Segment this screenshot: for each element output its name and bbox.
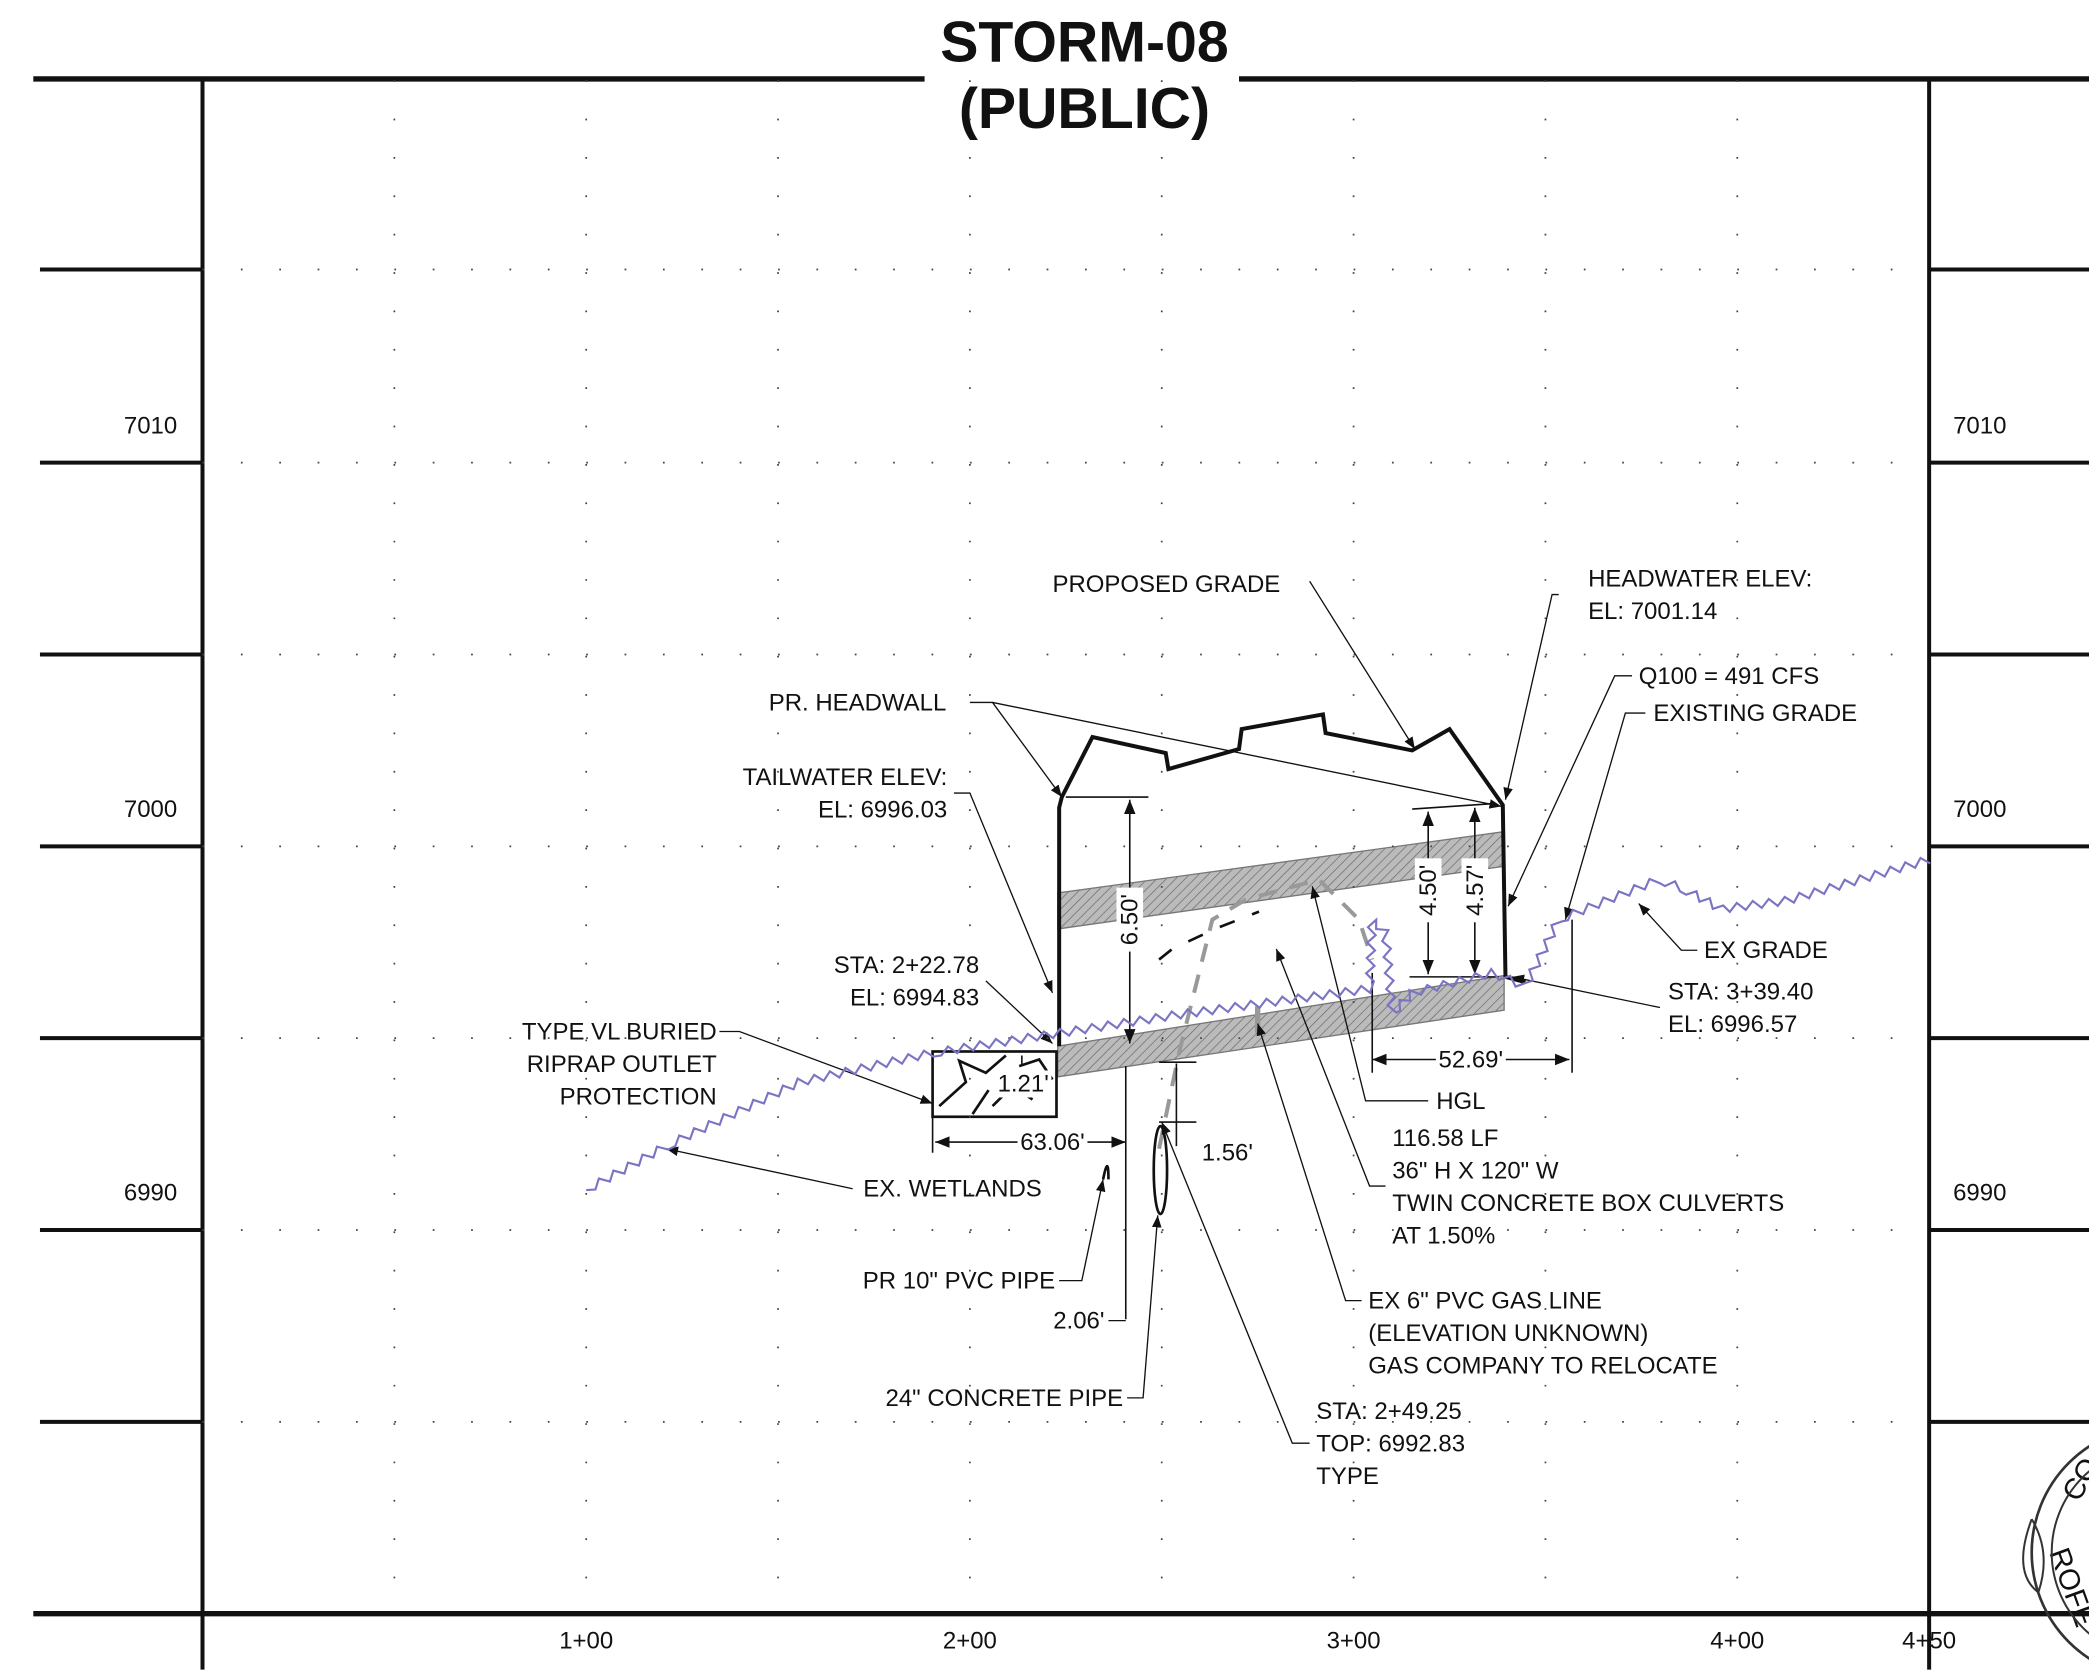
annotation: 36" H X 120" W [1392,1158,1559,1185]
leader-line [1127,1215,1158,1398]
annotation: 2.06' [1053,1308,1104,1335]
annotation: 52.69' [1439,1046,1504,1073]
station-label: 4+50 [1902,1627,1956,1654]
annotation: STA: 3+39.40 [1668,979,1813,1006]
annotation: HEADWATER ELEV: [1588,566,1812,593]
annotation: HGL [1436,1088,1485,1115]
title: STORM-08 [940,11,1229,75]
annotation: TYPE [1316,1463,1379,1490]
leader-line [1276,949,1385,1186]
elevation-label: 6990 [1953,1180,2006,1207]
annotation: 116.58 LF [1392,1125,1498,1152]
annotation: TWIN CONCRETE BOX CULVERTS [1392,1190,1784,1217]
annotation: EX GRADE [1704,937,1828,964]
elevation-label: 7010 [124,412,177,439]
leader-line [1505,595,1558,800]
annotation: EX 6" PVC GAS LINE [1368,1288,1602,1315]
dimension-label: 4.57' [1462,865,1489,916]
annotation: (ELEVATION UNKNOWN) [1368,1320,1648,1347]
annotation: PR. HEADWALL [769,689,947,716]
annotation: RIPRAP OUTLET [527,1051,717,1078]
annotation: EL: 6996.57 [1668,1011,1797,1038]
station-label: 2+00 [943,1627,997,1654]
elevation-label: 7000 [124,796,177,823]
elevation-label: 6990 [124,1180,177,1207]
annotation: EXISTING GRADE [1653,700,1857,727]
annotation: AT 1.50% [1392,1223,1495,1250]
title: (PUBLIC) [959,77,1210,141]
station-label: 1+00 [559,1627,613,1654]
leader-line [1512,977,1660,1008]
annotation: EL: 6994.83 [850,984,979,1011]
annotation: STA: 2+22.78 [834,952,979,979]
leader-line [1258,1024,1362,1301]
annotation: Q100 = 491 CFS [1639,663,1820,690]
annotation: 1.56' [1202,1140,1253,1167]
annotation: TOP: 6992.83 [1316,1431,1465,1458]
annotation: PR 10" PVC PIPE [863,1268,1055,1295]
station-label: 4+00 [1710,1627,1764,1654]
leader-line [1639,904,1698,951]
annotation: TAILWATER ELEV: [743,764,948,791]
annotation: 63.06' [1020,1129,1085,1156]
annotation: PROTECTION [560,1084,717,1111]
leader-line [1059,1179,1103,1280]
annotation: PROPOSED GRADE [1052,571,1280,598]
elevation-label: 7000 [1953,796,2006,823]
annotation: 24" CONCRETE PIPE [885,1385,1123,1412]
leader-line [666,1149,853,1189]
pvc-pipe [1103,1166,1108,1179]
page: {"title": {"line1": "STORM-08", "line2":… [0,0,2089,1670]
annotation: GAS COMPANY TO RELOCATE [1368,1353,1717,1380]
leader-line [719,1032,932,1104]
leader-line [970,702,1062,797]
station-label: 3+00 [1327,1627,1381,1654]
leader-line [1162,1122,1310,1443]
annotation: 1.21' [998,1070,1049,1097]
annotation: TYPE VL BURIED [522,1019,717,1046]
annotation: EX. WETLANDS [863,1176,1041,1203]
dimension-label: 4.50' [1415,865,1442,916]
annotation: STA: 2+49.25 [1316,1398,1461,1425]
leader-line [1508,676,1632,906]
hgl-black [1159,912,1259,960]
elevation-label: 7010 [1953,412,2006,439]
leader-line [993,702,1502,806]
annotation: EL: 7001.14 [1588,598,1717,625]
annotation: EL: 6996.03 [818,797,947,824]
dimension-label: 6.50' [1117,894,1144,945]
drawing: STORM-08 (PUBLIC) PROPOSED GRADE HEADWATE… [0,0,2089,1670]
